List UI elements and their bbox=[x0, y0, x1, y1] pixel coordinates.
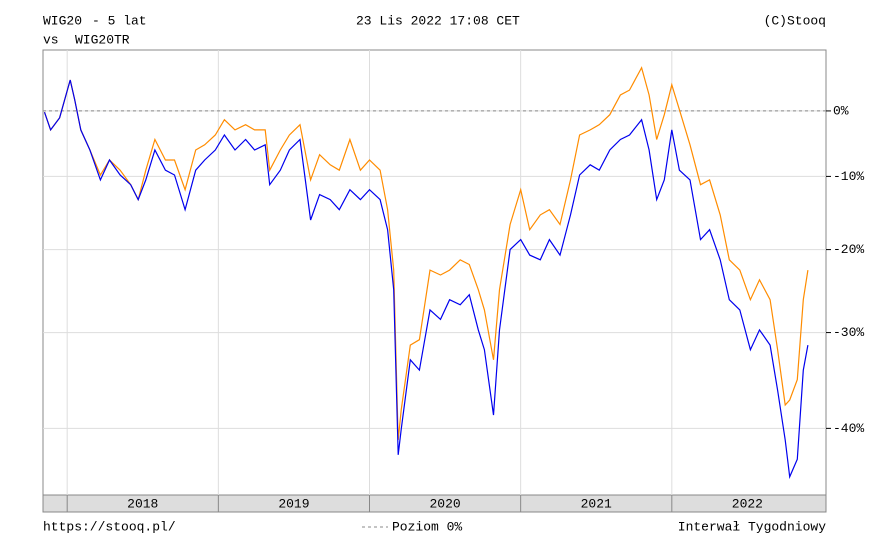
x-tick-label: 2022 bbox=[732, 496, 763, 511]
plot-area bbox=[42, 49, 827, 513]
period: - 5 lat bbox=[92, 13, 147, 28]
date: 23 Lis 2022 17:08 CET bbox=[356, 13, 520, 28]
year-strip bbox=[42, 494, 827, 513]
series-2-name: WIG20TR bbox=[75, 32, 130, 47]
reference-label: Poziom 0% bbox=[392, 519, 462, 534]
x-tick-label: 2019 bbox=[278, 496, 309, 511]
series-1-name: WIG20 bbox=[43, 13, 82, 28]
x-tick-label: 2018 bbox=[127, 496, 158, 511]
interval: Interwał Tygodniowy bbox=[678, 519, 826, 534]
y-tick-label: -40% bbox=[833, 421, 864, 436]
x-tick-label: 2020 bbox=[429, 496, 460, 511]
source: (C)Stooq bbox=[764, 13, 826, 28]
y-tick-label: -10% bbox=[833, 169, 864, 184]
y-tick-label: -20% bbox=[833, 242, 864, 257]
vs: vs bbox=[43, 32, 59, 47]
series-line bbox=[43, 79, 809, 480]
y-tick-label: -30% bbox=[833, 325, 864, 340]
series-line bbox=[43, 66, 809, 440]
url: https://stooq.pl/ bbox=[43, 519, 176, 534]
x-tick-label: 2021 bbox=[581, 496, 612, 511]
y-tick-label: 0% bbox=[833, 103, 849, 118]
